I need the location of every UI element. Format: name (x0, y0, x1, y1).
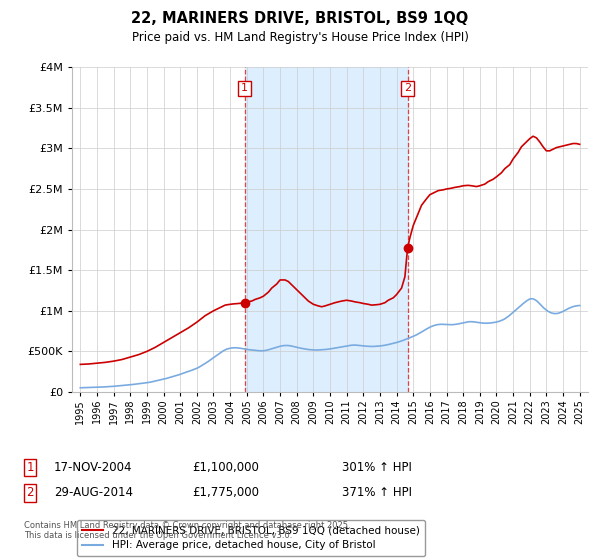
Text: 2: 2 (26, 486, 34, 500)
Text: 301% ↑ HPI: 301% ↑ HPI (342, 461, 412, 474)
Text: 1: 1 (241, 83, 248, 94)
Text: 1: 1 (26, 461, 34, 474)
Text: 22, MARINERS DRIVE, BRISTOL, BS9 1QQ: 22, MARINERS DRIVE, BRISTOL, BS9 1QQ (131, 11, 469, 26)
Text: £1,100,000: £1,100,000 (192, 461, 259, 474)
Text: Contains HM Land Registry data © Crown copyright and database right 2025.
This d: Contains HM Land Registry data © Crown c… (24, 521, 350, 540)
Legend: 22, MARINERS DRIVE, BRISTOL, BS9 1QQ (detached house), HPI: Average price, detac: 22, MARINERS DRIVE, BRISTOL, BS9 1QQ (de… (77, 520, 425, 556)
Text: 29-AUG-2014: 29-AUG-2014 (54, 486, 133, 500)
Text: 371% ↑ HPI: 371% ↑ HPI (342, 486, 412, 500)
Text: Price paid vs. HM Land Registry's House Price Index (HPI): Price paid vs. HM Land Registry's House … (131, 31, 469, 44)
Text: £1,775,000: £1,775,000 (192, 486, 259, 500)
Text: 17-NOV-2004: 17-NOV-2004 (54, 461, 133, 474)
Text: 2: 2 (404, 83, 411, 94)
Bar (245, 67, 407, 392)
